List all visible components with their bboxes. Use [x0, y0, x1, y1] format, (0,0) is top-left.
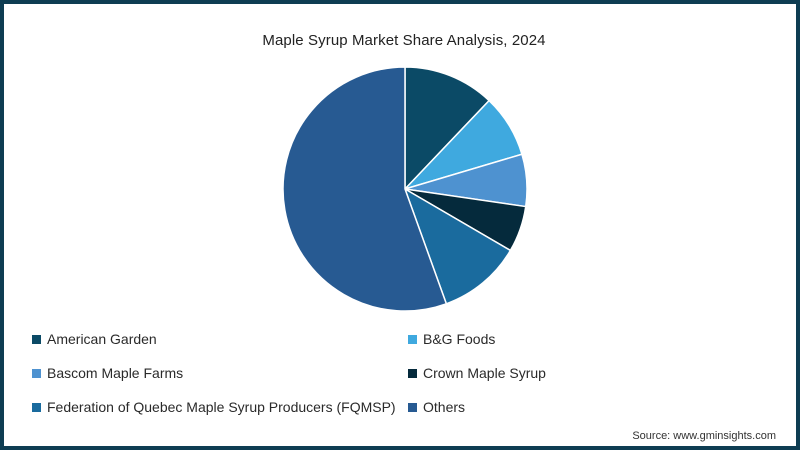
- legend-label: B&G Foods: [423, 331, 496, 347]
- legend-swatch-icon: [32, 334, 41, 344]
- legend-item-others: Others: [408, 399, 465, 415]
- legend-item-american-garden: American Garden: [32, 331, 157, 347]
- legend-swatch-icon: [408, 402, 417, 412]
- pie-slice-american-garden: [404, 66, 490, 190]
- legend-swatch-icon: [408, 368, 417, 378]
- legend-swatch-icon: [408, 334, 417, 344]
- pie-slice-others: [282, 66, 448, 312]
- legend-swatch-icon: [32, 368, 41, 378]
- pie-chart: [282, 66, 528, 312]
- pie-slice-federation-of-quebec-maple-syrup-producers-fqmsp: [404, 188, 512, 305]
- legend-item-crown-maple-syrup: Crown Maple Syrup: [408, 365, 546, 381]
- source-credit: Source: www.gminsights.com: [632, 430, 776, 442]
- legend-item-bascom-maple-farms: Bascom Maple Farms: [32, 365, 183, 381]
- legend-label: Bascom Maple Farms: [47, 365, 184, 381]
- legend-item-fqmsp: Federation of Quebec Maple Syrup Produce…: [32, 399, 396, 415]
- legend-label: Others: [423, 399, 466, 415]
- legend-label: American Garden: [47, 331, 157, 347]
- chart-title: Maple Syrup Market Share Analysis, 2024: [262, 32, 546, 49]
- legend-item-bg-foods: B&G Foods: [408, 331, 495, 347]
- legend-label: Crown Maple Syrup: [423, 365, 546, 381]
- pie-chart-area: [4, 4, 800, 324]
- legend-label: Federation of Quebec Maple Syrup Produce…: [47, 399, 396, 415]
- legend-swatch-icon: [32, 402, 41, 412]
